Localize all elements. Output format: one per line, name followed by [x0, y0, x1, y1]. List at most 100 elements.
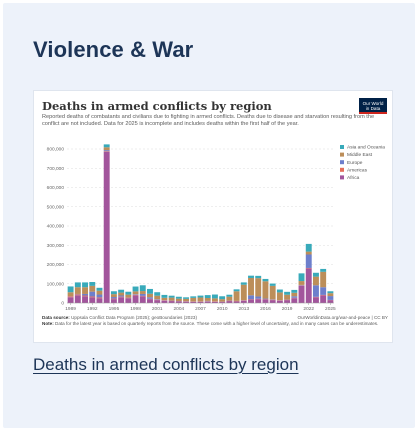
bar-segment	[305, 243, 312, 252]
bar-segment	[110, 291, 117, 295]
bar-segment	[139, 293, 146, 296]
bar-segment	[74, 287, 81, 294]
note-text: Data for the latest year is based on qua…	[55, 321, 379, 326]
bar-segment	[118, 292, 125, 296]
bar-segment	[248, 295, 254, 300]
y-tick-label: 0	[61, 301, 64, 307]
bar-segment	[197, 301, 204, 303]
bar-segment	[168, 301, 175, 303]
bar-segment	[284, 294, 291, 300]
bar-segment	[262, 278, 269, 282]
bar-segment	[298, 281, 305, 285]
bar-segment	[284, 291, 291, 295]
bar-segment	[313, 276, 319, 286]
y-tick-label: 200,000	[47, 262, 65, 268]
source-text: Uppsala Conflict Data Program (2025); ge…	[71, 315, 197, 320]
legend-label: Europe	[347, 160, 363, 166]
url-text: OurWorldinData.org/war-and-peace | CC BY	[297, 315, 388, 320]
x-tick-label: 2010	[217, 306, 228, 312]
bar-segment	[276, 292, 283, 301]
bar-segment	[291, 298, 298, 303]
x-tick-label: 2016	[260, 306, 271, 312]
bar-segment	[175, 296, 182, 299]
chart-link[interactable]: Deaths in armed conflicts by region	[33, 355, 299, 374]
bar-segment	[211, 301, 218, 303]
bar-segment	[248, 275, 254, 278]
bar-segment	[110, 298, 117, 300]
bar-segment	[233, 291, 240, 301]
bar-segment	[67, 297, 74, 303]
bar-segment	[327, 296, 334, 300]
legend-swatch	[340, 167, 344, 172]
bar-segment	[305, 268, 312, 303]
bar-segment	[74, 294, 81, 296]
x-tick-label: 2025	[325, 306, 336, 312]
bar-segment	[190, 297, 197, 302]
bar-segment	[298, 273, 305, 282]
legend-swatch	[340, 152, 344, 157]
bar-segment	[190, 296, 197, 298]
bar-segment	[204, 301, 211, 303]
bar-segment	[240, 282, 247, 285]
bar-segment	[233, 289, 240, 292]
bar-segment	[96, 298, 103, 303]
bar-segment	[161, 300, 168, 303]
chart-title: Deaths in armed conflicts by region	[42, 99, 272, 113]
topic-card: Violence & War Deaths in armed conflicts…	[3, 3, 415, 428]
bar-segment	[269, 285, 276, 300]
bar-segment	[82, 295, 88, 297]
bar-segment	[291, 292, 298, 297]
bar-segment	[96, 290, 103, 295]
section-heading: Violence & War	[33, 37, 194, 62]
chart-thumbnail[interactable]: Deaths in armed conflicts by region Repo…	[33, 90, 393, 343]
y-tick-label: 100,000	[47, 281, 65, 287]
bar-segment	[233, 301, 240, 303]
bar-segment	[211, 298, 218, 302]
bar-segment	[89, 282, 96, 286]
bar-segment	[320, 295, 327, 303]
bar-segment	[89, 285, 96, 292]
x-tick-label: 2022	[303, 306, 314, 312]
bar-segment	[262, 299, 269, 303]
bar-segment	[154, 292, 161, 296]
bar-segment	[211, 294, 218, 299]
x-tick-label: 2019	[282, 306, 293, 312]
bar-segment	[103, 147, 110, 151]
bar-segment	[132, 295, 139, 303]
bar-segment	[197, 295, 204, 298]
bar-segment	[125, 294, 132, 298]
bar-segment	[89, 297, 96, 303]
bar-segment	[226, 301, 233, 303]
bar-segment	[248, 299, 254, 303]
bar-segment	[240, 284, 247, 301]
bar-segment	[139, 291, 146, 294]
bar-segment	[125, 298, 132, 303]
y-tick-label: 700,000	[47, 166, 65, 172]
owid-logo: Our World in Data	[359, 98, 387, 114]
bar-segment	[82, 282, 88, 288]
bar-segment	[269, 283, 276, 286]
bar-segment	[74, 282, 81, 288]
bar-segment	[96, 287, 103, 291]
bar-segment	[291, 296, 298, 298]
bar-segment	[240, 300, 247, 303]
bar-segment	[313, 285, 319, 297]
bar-segment	[276, 289, 283, 293]
bar-segment	[183, 297, 190, 299]
bar-segment	[226, 294, 233, 297]
legend-swatch	[340, 160, 344, 165]
bar-segment	[89, 296, 96, 298]
bar-segment	[327, 291, 334, 294]
bar-segment	[305, 254, 312, 268]
bar-segment	[118, 297, 125, 303]
bar-segment	[118, 289, 125, 293]
chart-footer: Data source: Uppsala Conflict Data Progr…	[42, 315, 388, 327]
y-tick-label: 500,000	[47, 204, 65, 210]
bar-segment	[147, 297, 153, 299]
bar-segment	[82, 287, 88, 294]
x-tick-label: 1989	[65, 306, 76, 312]
y-tick-label: 300,000	[47, 243, 65, 249]
x-tick-label: 1998	[130, 306, 141, 312]
bar-segment	[89, 291, 96, 297]
bar-segment	[255, 275, 262, 279]
